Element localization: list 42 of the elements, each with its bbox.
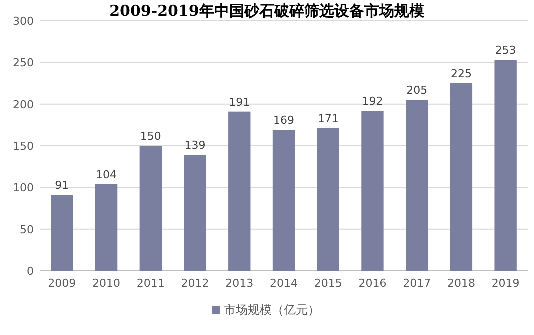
data-label: 139 [184, 139, 206, 152]
bar [51, 195, 74, 271]
bar [450, 84, 473, 271]
y-tick-label: 300 [13, 15, 34, 28]
data-label: 150 [140, 130, 162, 143]
data-label: 169 [274, 114, 294, 128]
bar [228, 112, 251, 271]
bar [95, 184, 118, 271]
y-tick-label: 250 [13, 56, 34, 70]
data-label: 191 [229, 96, 250, 109]
x-tick-label: 2016 [358, 277, 387, 290]
data-label: 225 [450, 68, 472, 80]
data-label: 192 [362, 95, 384, 108]
x-tick-label: 2019 [492, 277, 520, 290]
bar [140, 146, 162, 271]
y-tick-label: 100 [13, 182, 34, 195]
x-tick-label: 2012 [181, 277, 210, 290]
y-tick-label: 150 [13, 140, 34, 153]
y-tick-label: 50 [20, 223, 34, 236]
x-tick-label: 2018 [447, 277, 476, 290]
data-label: 205 [406, 84, 428, 98]
x-tick-label: 2015 [314, 277, 342, 290]
bar [317, 128, 340, 271]
data-label: 91 [55, 179, 70, 192]
x-tick-label: 2010 [92, 277, 121, 290]
legend-label: 市场规模（亿元） [224, 303, 320, 317]
bar [406, 100, 428, 271]
data-label: 253 [495, 44, 516, 58]
bar [272, 130, 296, 271]
chart-title: 2009-2019年中国砂石破碎筛选设备市场规模 [110, 2, 426, 20]
bar [494, 60, 517, 271]
x-tick-label: 2014 [270, 277, 298, 290]
x-tick-label: 2011 [136, 277, 165, 290]
x-tick-label: 2017 [403, 277, 432, 290]
data-label: 171 [318, 112, 339, 126]
y-tick-label: 0 [27, 265, 34, 278]
y-tick-label: 200 [13, 98, 34, 112]
bar [362, 111, 384, 271]
data-label: 104 [96, 168, 118, 182]
x-tick-label: 2009 [48, 277, 76, 290]
x-tick-label: 2013 [226, 277, 254, 290]
bar [184, 155, 206, 271]
